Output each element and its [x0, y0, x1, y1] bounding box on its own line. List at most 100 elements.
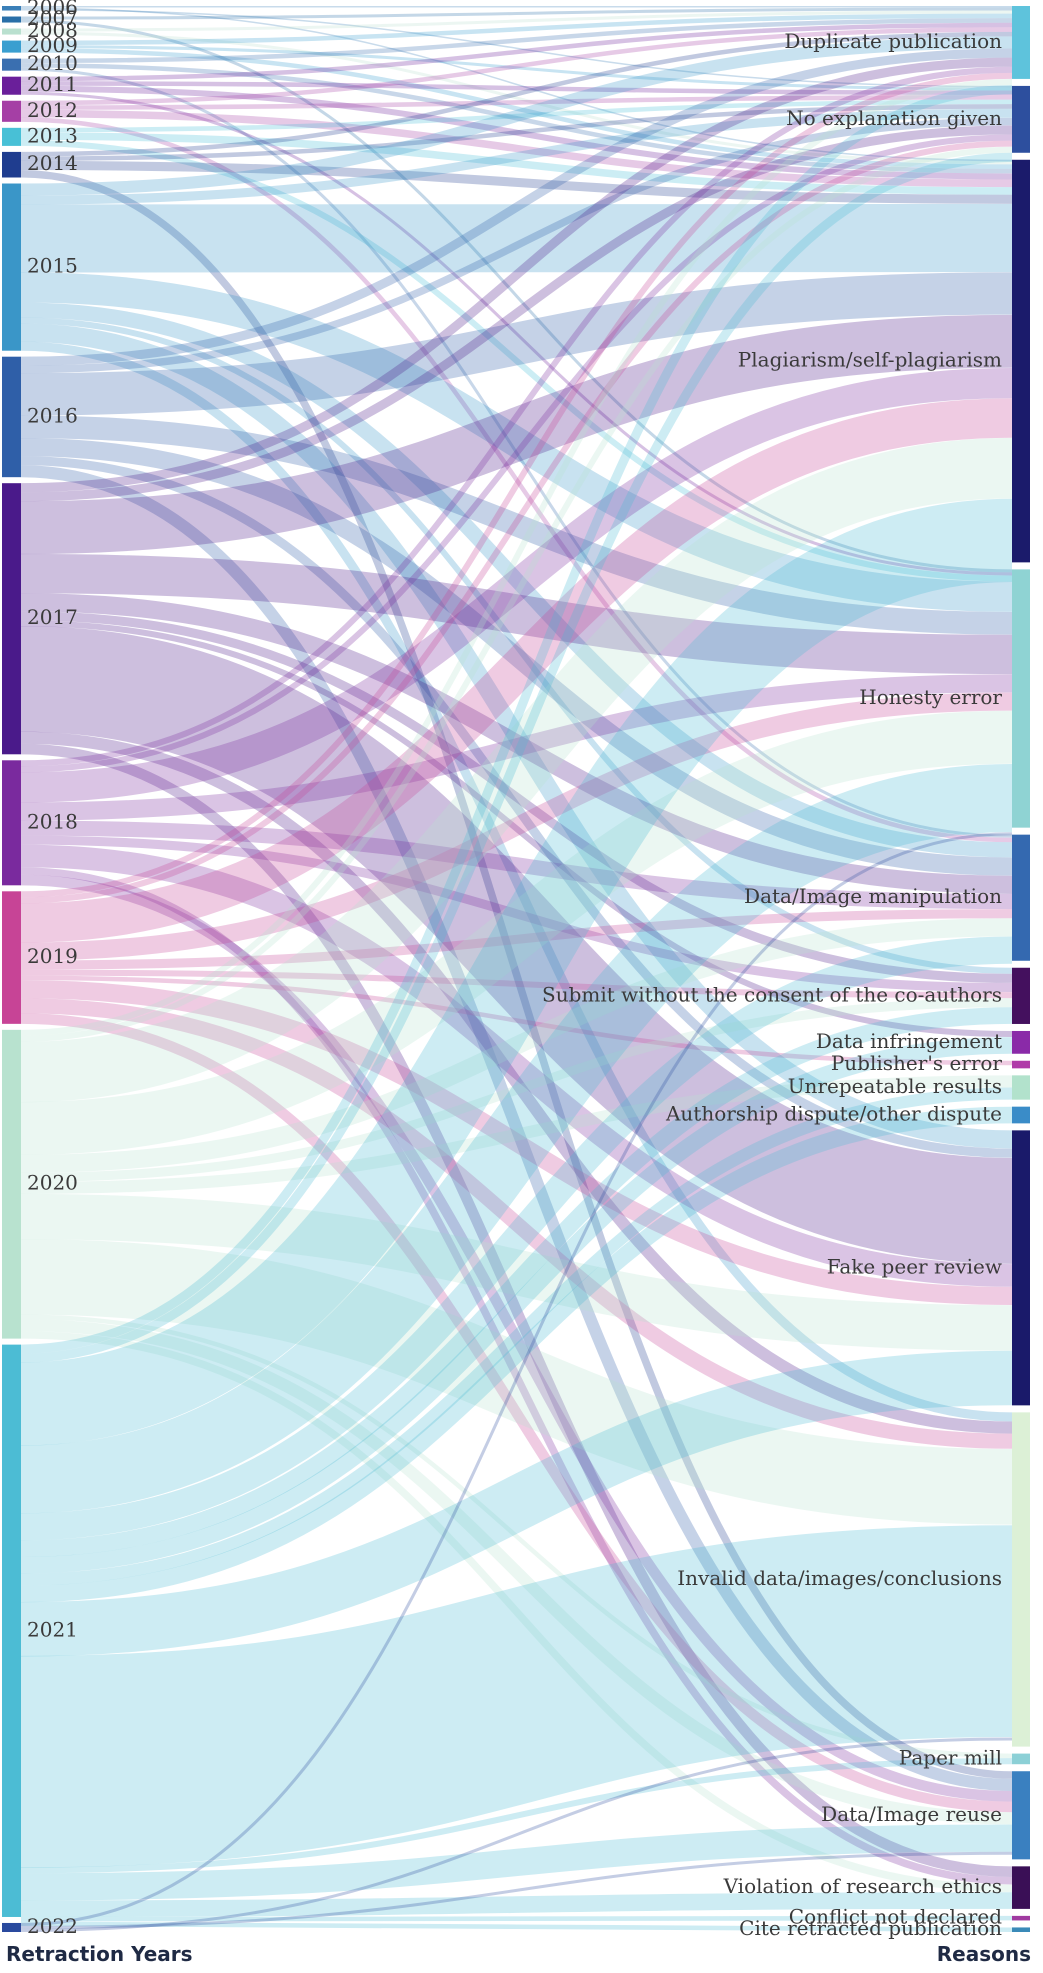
reason-node-plagiarism-self-plagiarism[interactable] [1012, 159, 1030, 563]
link-2011-to-no-explanation-given [20, 81, 1013, 96]
year-node-2019[interactable] [2, 891, 21, 1024]
link-2011-to-plagiarism-self-plagiarism [20, 85, 1013, 180]
reason-label-no-explanation-given: No explanation given [786, 106, 1002, 130]
year-node-2008[interactable] [2, 28, 21, 35]
link-2020-to-violation-of-research-ethics [20, 1331, 1013, 1893]
reason-label-publisher-s-error: Publisher's error [831, 1051, 1003, 1075]
link-2008-to-duplicate-publication [20, 10, 1013, 32]
reason-node-data-image-reuse[interactable] [1012, 1771, 1030, 1860]
link-2019-to-invalid-data-images-conclusions [20, 998, 1013, 1449]
link-2021-to-plagiarism-self-plagiarism [20, 498, 1013, 1446]
link-2021-to-data-image-reuse [20, 1824, 1013, 1901]
reason-label-invalid-data-images-conclusions: Invalid data/images/conclusions [677, 1566, 1002, 1590]
reason-node-unrepeatable-results[interactable] [1012, 1075, 1030, 1100]
year-label-2016: 2016 [27, 403, 78, 427]
link-2021-to-violation-of-research-ethics [20, 1892, 1013, 1917]
link-2015-to-data-image-manipulation [20, 302, 1013, 858]
link-2020-to-honesty-error [20, 710, 1013, 1155]
link-2018-to-submit-without-the-consent-of-the-co-authors [20, 835, 1013, 993]
link-2007-to-honesty-error [20, 19, 1013, 573]
year-node-2007[interactable] [2, 16, 21, 23]
link-2016-to-fake-peer-review [20, 456, 1013, 1158]
link-2015-to-honesty-error [20, 272, 1013, 612]
year-node-2018[interactable] [2, 760, 21, 886]
link-2010-to-data-image-manipulation [20, 67, 1013, 838]
link-2015-to-no-explanation-given [20, 108, 1013, 205]
year-label-2021: 2021 [27, 1617, 78, 1641]
reason-node-no-explanation-given[interactable] [1012, 85, 1030, 153]
link-2017-to-invalid-data-images-conclusions [20, 731, 1013, 1434]
link-2021-to-data-infringement [20, 1037, 1013, 1574]
link-2017-to-no-explanation-given [20, 125, 1013, 502]
link-2018-to-fake-peer-review [20, 844, 1013, 1287]
link-2017-to-data-image-manipulation [20, 593, 1013, 894]
reason-node-paper-mill[interactable] [1012, 1753, 1030, 1765]
link-2021-to-honesty-error [20, 763, 1013, 1514]
year-label-2017: 2017 [27, 605, 78, 629]
reason-node-conflict-not-declared[interactable] [1012, 1915, 1030, 1921]
year-node-2009[interactable] [2, 40, 21, 53]
link-2021-to-invalid-data-images-conclusions [20, 1525, 1013, 1868]
reason-node-data-image-manipulation[interactable] [1012, 834, 1030, 961]
link-2015-to-submit-without-the-consent-of-the-co-authors [20, 317, 1013, 974]
link-2018-to-no-explanation-given [20, 134, 1013, 773]
link-2011-to-honesty-error [20, 91, 1013, 576]
reason-node-authorship-dispute-other-dispute[interactable] [1012, 1106, 1030, 1124]
link-2013-to-no-explanation-given [20, 99, 1013, 133]
year-node-2016[interactable] [2, 356, 21, 478]
link-2010-to-duplicate-publication [20, 18, 1013, 64]
year-node-2006[interactable] [2, 6, 21, 11]
link-2021-to-duplicate-publication [20, 85, 1013, 1354]
link-2021-to-data-image-manipulation [20, 936, 1013, 1541]
link-2014-to-duplicate-publication [20, 31, 1013, 157]
link-2016-to-plagiarism-self-plagiarism [20, 272, 1013, 416]
reason-node-publisher-s-error[interactable] [1012, 1060, 1030, 1069]
reason-node-honesty-error[interactable] [1012, 569, 1030, 828]
year-node-2012[interactable] [2, 100, 21, 122]
link-2009-to-plagiarism-self-plagiarism [20, 48, 1013, 169]
year-node-2021[interactable] [2, 1344, 21, 1917]
reason-label-fake-peer-review: Fake peer review [827, 1254, 1002, 1278]
reason-node-submit-without-the-consent-of-the-co-authors[interactable] [1012, 967, 1030, 1024]
year-node-2017[interactable] [2, 483, 21, 755]
reason-node-fake-peer-review[interactable] [1012, 1130, 1030, 1406]
link-2015-to-invalid-data-images-conclusions [20, 341, 1013, 1422]
reason-label-data-infringement: Data infringement [816, 1029, 1002, 1053]
year-node-2015[interactable] [2, 183, 21, 351]
year-label-2011: 2011 [27, 72, 78, 96]
link-2018-to-violation-of-research-ethics [20, 867, 1013, 1885]
link-2013-to-plagiarism-self-plagiarism [20, 132, 1013, 195]
reason-node-invalid-data-images-conclusions[interactable] [1012, 1412, 1030, 1747]
link-2019-to-submit-without-the-consent-of-the-co-authors [20, 969, 1013, 999]
link-2020-to-data-image-reuse [20, 1319, 1013, 1825]
link-2020-to-fake-peer-review [20, 1193, 1013, 1351]
link-2010-to-plagiarism-self-plagiarism [20, 63, 1013, 174]
reason-node-cite-retracted-publication[interactable] [1012, 1927, 1030, 1932]
year-label-2020: 2020 [27, 1171, 78, 1195]
year-node-2022[interactable] [2, 1922, 21, 1932]
link-2022-to-honesty-error [20, 832, 1013, 1926]
link-2018-to-data-image-manipulation [20, 820, 1013, 910]
reason-node-violation-of-research-ethics[interactable] [1012, 1866, 1030, 1909]
link-2019-to-data-image-manipulation [20, 909, 1013, 970]
link-2014-to-no-explanation-given [20, 104, 1013, 161]
link-2009-to-duplicate-publication [20, 13, 1013, 46]
year-node-2010[interactable] [2, 58, 21, 71]
reason-node-data-infringement[interactable] [1012, 1030, 1030, 1054]
year-label-2008: 2008 [27, 18, 78, 42]
link-2006-to-no-explanation-given [20, 9, 1013, 88]
year-node-2014[interactable] [2, 151, 21, 178]
link-2021-to-no-explanation-given [20, 152, 1013, 1363]
reason-node-duplicate-publication[interactable] [1012, 6, 1030, 79]
link-2017-to-data-infringement [20, 620, 1013, 1038]
reason-label-paper-mill: Paper mill [899, 1745, 1002, 1769]
year-node-2020[interactable] [2, 1029, 21, 1339]
link-2022-to-data-image-reuse [20, 1851, 1013, 1929]
year-node-2011[interactable] [2, 76, 21, 95]
link-2012-to-no-explanation-given [20, 95, 1013, 110]
year-node-2013[interactable] [2, 127, 21, 146]
link-2006-to-plagiarism-self-plagiarism [20, 7, 1013, 162]
link-2007-to-duplicate-publication [20, 7, 1013, 20]
link-2021-to-authorship-dispute-other-dispute [20, 1106, 1013, 1603]
